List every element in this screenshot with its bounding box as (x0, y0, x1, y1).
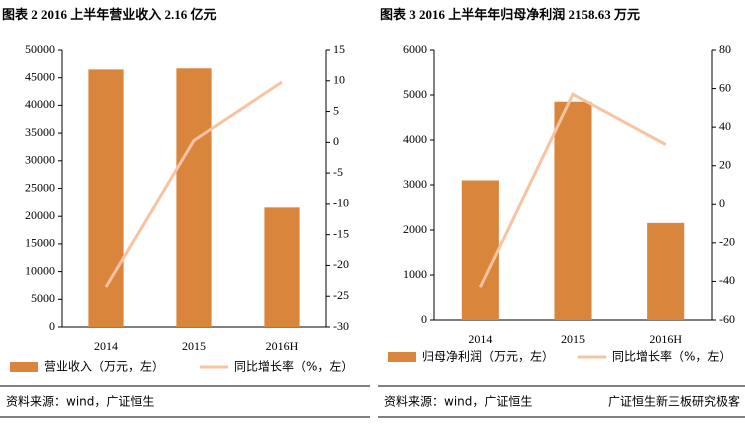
y-tick-label: 4000 (403, 132, 427, 146)
y2-tick-label: 20 (719, 157, 731, 171)
y2-tick-label: -20 (719, 235, 735, 249)
y2-tick-label: 60 (719, 80, 731, 94)
x-tick-label: 2015 (182, 339, 206, 353)
bar (647, 222, 685, 320)
y-tick-label: 0 (49, 319, 55, 333)
y-tick-label: 6000 (403, 42, 427, 56)
x-tick-label: 2016H (266, 339, 299, 353)
y-tick-label: 2000 (403, 222, 427, 236)
y-tick-label: 25000 (25, 180, 55, 194)
chart-title: 图表 2 2016 上半年营业收入 2.16 亿元 (2, 7, 217, 22)
y2-tick-label: -10 (333, 196, 349, 210)
legend-label: 同比增长率（%，左） (612, 349, 731, 364)
y2-tick-label: 15 (333, 42, 345, 56)
y-tick-label: 5000 (403, 87, 427, 101)
line (104, 80, 283, 288)
y-tick-label: 3000 (403, 177, 427, 191)
y2-tick-label: 5 (333, 103, 339, 117)
legend-swatch (10, 362, 38, 372)
y-tick-label: 1000 (403, 267, 427, 281)
y2-tick-label: -20 (333, 257, 349, 271)
source-note: 资料来源：wind，广证恒生 (384, 395, 532, 409)
y-tick-label: 45000 (25, 69, 55, 83)
legend-label: 营业收入（万元，左） (44, 359, 164, 374)
y-tick-label: 10000 (25, 263, 55, 277)
x-tick-label: 2016H (649, 332, 682, 346)
y2-tick-label: 0 (333, 134, 339, 148)
legend-swatch (388, 352, 416, 362)
y2-tick-label: -60 (719, 312, 735, 326)
y2-tick-label: 80 (719, 42, 731, 56)
chart-title: 图表 3 2016 上半年年归母净利润 2158.63 万元 (380, 7, 640, 22)
y-tick-label: 20000 (25, 208, 55, 222)
y-tick-label: 15000 (25, 236, 55, 250)
y-tick-label: 50000 (25, 42, 55, 56)
y-tick-label: 40000 (25, 97, 55, 111)
bar (176, 68, 212, 328)
y2-tick-label: -5 (333, 165, 343, 179)
x-tick-label: 2015 (561, 332, 585, 346)
bar (461, 180, 499, 320)
y-tick-label: 5000 (31, 291, 55, 305)
y2-tick-label: 10 (333, 73, 345, 87)
y2-tick-label: 0 (719, 196, 725, 210)
y-tick-label: 30000 (25, 153, 55, 167)
x-tick-label: 2014 (94, 339, 118, 353)
bar (264, 207, 300, 327)
bar (88, 69, 124, 327)
y2-tick-label: -15 (333, 226, 349, 240)
line (478, 92, 667, 288)
watermark: 广证恒生新三板研究极客 (608, 394, 740, 409)
y2-tick-label: -30 (333, 319, 349, 333)
legend-label: 同比增长率（%，左） (234, 359, 353, 374)
source-note: 资料来源：wind，广证恒生 (6, 395, 154, 409)
bar (554, 101, 592, 320)
y-tick-label: 35000 (25, 125, 55, 139)
y-tick-label: 0 (421, 312, 427, 326)
x-tick-label: 2014 (468, 332, 492, 346)
y2-tick-label: -40 (719, 273, 735, 287)
y2-tick-label: -25 (333, 288, 349, 302)
legend-label: 归母净利润（万元，左） (422, 349, 554, 364)
y2-tick-label: 40 (719, 119, 731, 133)
